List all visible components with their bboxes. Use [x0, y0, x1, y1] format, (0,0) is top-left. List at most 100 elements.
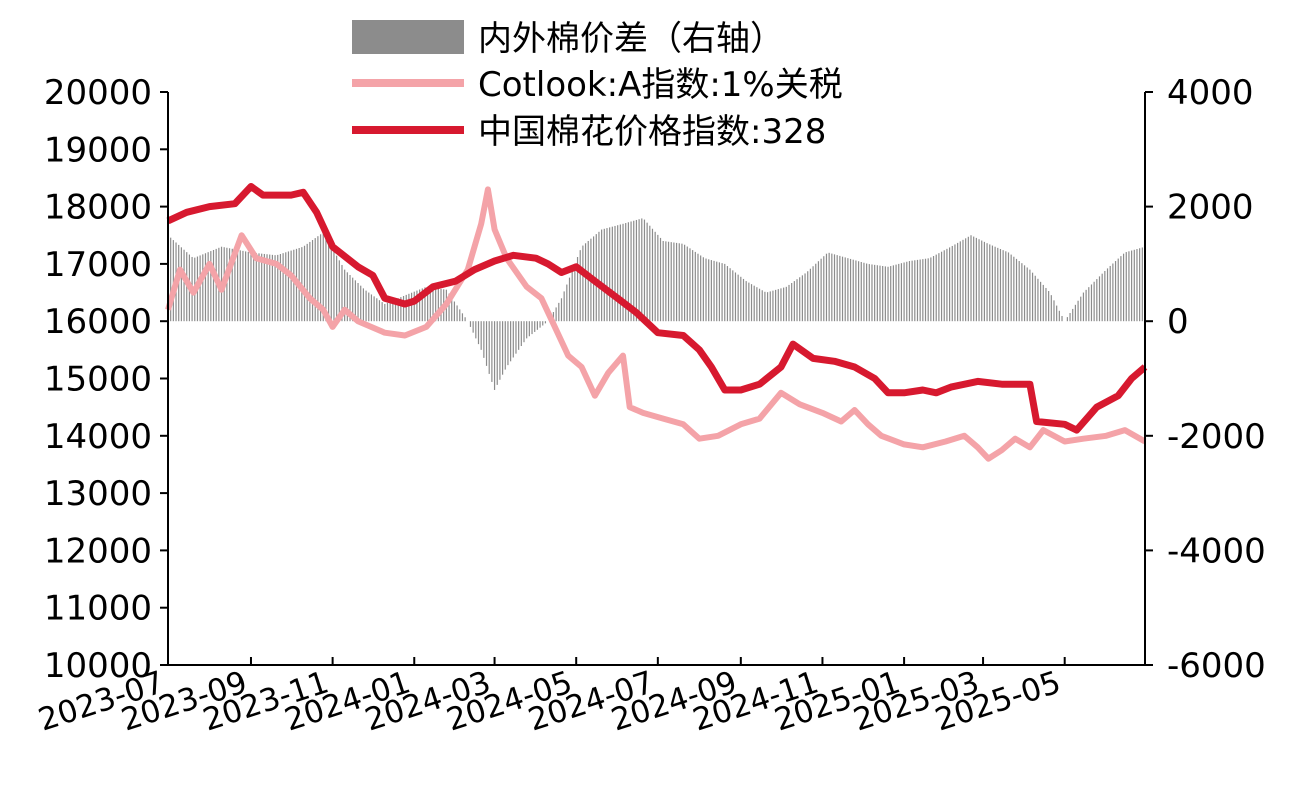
spread-bar: [954, 244, 956, 322]
spread-bar: [1037, 278, 1039, 322]
spread-bar: [670, 242, 672, 322]
spread-bar: [775, 289, 777, 322]
spread-bar: [657, 234, 659, 322]
spread-bar: [510, 321, 512, 362]
spread-bar: [389, 301, 391, 322]
spread-bar: [258, 253, 260, 322]
spread-bar: [1120, 256, 1122, 322]
spread-bar: [1058, 310, 1060, 322]
spread-bar: [469, 321, 472, 327]
spread-bar: [587, 240, 589, 322]
spread-bar: [491, 321, 493, 382]
spread-bar: [609, 227, 611, 322]
spread-bar: [453, 301, 456, 322]
spread-bar: [991, 245, 994, 322]
spread-bar: [836, 255, 838, 322]
right-tick-label: -6000: [1167, 646, 1266, 686]
spread-bar: [341, 264, 343, 322]
spread-bar: [435, 288, 437, 322]
spread-bar: [402, 295, 405, 322]
spread-bar: [293, 249, 295, 322]
spread-bar: [788, 284, 790, 322]
spread-bar: [437, 288, 439, 322]
spread-bar: [710, 260, 712, 322]
spread-bar: [555, 307, 557, 322]
spread-bar: [716, 261, 718, 322]
spread-bar: [255, 253, 257, 322]
spread-bar: [317, 236, 319, 322]
spread-bar: [253, 252, 255, 322]
spread-bar: [234, 249, 236, 322]
spread-bar: [368, 292, 370, 322]
spread-bar: [328, 241, 330, 322]
left-tick-label: 15000: [44, 360, 152, 400]
spread-bar: [943, 250, 945, 322]
spread-bar: [689, 248, 691, 322]
spread-bar: [212, 249, 215, 322]
spread-bar: [721, 263, 723, 322]
x-axis-ticks: 2023-072023-092023-112024-012024-032024-…: [34, 657, 1066, 739]
spread-bar: [726, 266, 729, 322]
spread-bar: [750, 284, 753, 322]
spread-bar: [890, 266, 892, 322]
spread-bar: [868, 264, 870, 322]
spread-bar: [839, 255, 841, 322]
spread-bar: [1034, 275, 1036, 322]
line-cc328: [166, 183, 1148, 434]
left-tick-label: 13000: [44, 474, 152, 514]
spread-bar: [793, 281, 795, 322]
spread-bar: [1098, 276, 1101, 322]
spread-bar: [269, 254, 271, 322]
spread-bar: [662, 240, 664, 322]
spread-bar: [855, 260, 857, 322]
spread-bar: [675, 242, 678, 322]
spread-bar: [815, 263, 817, 322]
spread-bar: [999, 249, 1002, 322]
spread-bar: [496, 321, 498, 385]
spread-bar: [330, 246, 332, 322]
spread-bar: [1053, 300, 1055, 322]
spread-bar: [539, 321, 541, 328]
spread-bar: [282, 253, 284, 322]
spread-bar: [649, 225, 651, 322]
spread-bar: [643, 219, 646, 322]
spread-bar: [245, 251, 247, 322]
spread-bar: [892, 265, 894, 322]
spread-bar: [986, 243, 988, 322]
spread-bar: [989, 244, 991, 322]
right-tick-label: 0: [1167, 302, 1189, 342]
spread-bar: [761, 290, 763, 322]
spread-bar: [475, 321, 477, 339]
spread-bar: [884, 266, 886, 322]
spread-bar: [261, 253, 263, 322]
spread-bar: [708, 259, 710, 322]
spread-bar: [705, 258, 707, 322]
legend-label-cotlook: Cotlook:A指数:1%关税: [478, 65, 843, 105]
spread-bar: [381, 302, 383, 322]
spread-bar: [1029, 269, 1031, 322]
spread-bar: [796, 279, 798, 322]
spread-bar: [204, 253, 207, 322]
spread-bar: [483, 321, 485, 358]
legend-item-cotlook: Cotlook:A指数:1%关税: [352, 65, 843, 105]
spread-bar: [477, 321, 480, 345]
spread-bar: [606, 228, 608, 322]
spread-bar: [1141, 247, 1143, 322]
spread-bar: [1040, 281, 1042, 322]
left-tick-label: 20000: [44, 73, 152, 113]
spread-bar: [1101, 273, 1103, 322]
spread-bar: [994, 246, 996, 322]
spread-bar: [1069, 313, 1071, 322]
spread-bar: [228, 248, 231, 322]
spread-bar: [874, 264, 876, 322]
spread-bar: [231, 248, 233, 322]
spread-bar: [338, 260, 340, 322]
spread-bar: [817, 261, 820, 322]
line-cotlook: [165, 186, 1147, 462]
spread-bar: [849, 258, 852, 322]
spread-bar: [507, 321, 509, 366]
spread-bar: [673, 242, 675, 322]
spread-bar: [1045, 287, 1047, 322]
spread-bar: [857, 261, 860, 322]
